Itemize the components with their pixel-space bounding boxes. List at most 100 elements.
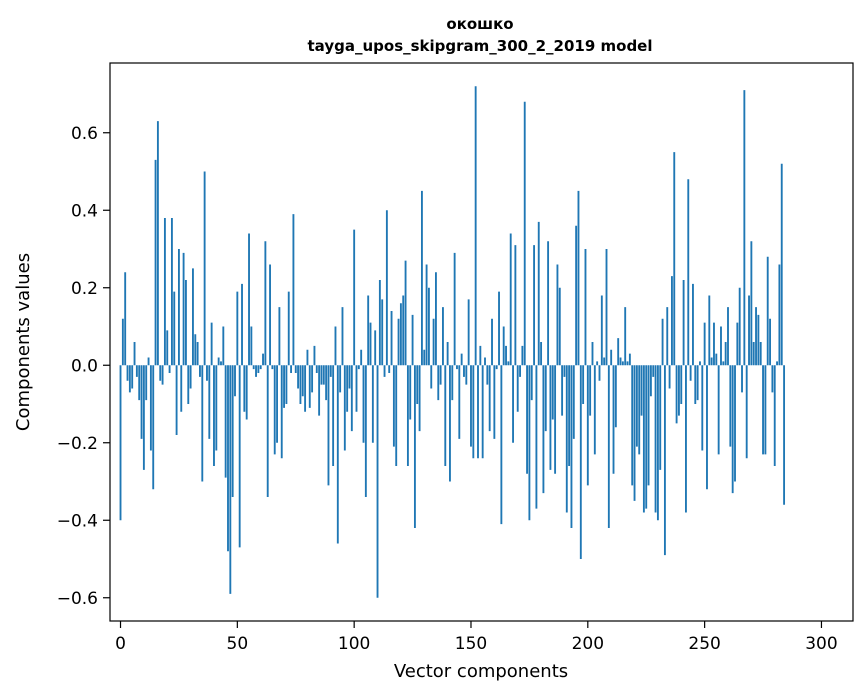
bar-63 xyxy=(266,365,269,497)
bar-78 xyxy=(301,365,304,397)
bar-128 xyxy=(418,365,421,432)
bar-152 xyxy=(474,86,477,366)
bar-157 xyxy=(486,365,489,385)
bar-247 xyxy=(696,365,699,401)
bar-251 xyxy=(706,365,708,490)
bar-34 xyxy=(199,365,201,377)
bar-209 xyxy=(607,365,610,528)
bar-109 xyxy=(374,330,377,366)
bar-201 xyxy=(589,365,592,416)
bar-172 xyxy=(521,345,524,366)
bar-107 xyxy=(369,322,372,366)
bar-259 xyxy=(724,342,727,366)
y-tick-label: 0.4 xyxy=(71,201,98,221)
bar-178 xyxy=(535,365,538,509)
bar-113 xyxy=(383,365,386,377)
bar-54 xyxy=(245,365,248,420)
bar-93 xyxy=(336,365,339,544)
bar-85 xyxy=(318,365,321,416)
bar-56 xyxy=(250,326,253,366)
bar-114 xyxy=(385,210,388,366)
bar-108 xyxy=(371,365,374,443)
bar-192 xyxy=(568,365,571,466)
bar-197 xyxy=(579,365,582,559)
bar-8 xyxy=(138,365,141,401)
bar-90 xyxy=(329,365,332,377)
bar-37 xyxy=(206,365,208,381)
bar-104 xyxy=(362,365,365,443)
bar-177 xyxy=(533,245,536,366)
bar-102 xyxy=(357,365,360,370)
bar-224 xyxy=(642,365,645,513)
bar-239 xyxy=(678,365,680,416)
bar-273 xyxy=(757,314,760,366)
bar-72 xyxy=(287,291,290,366)
y-axis: −0.6 −0.4 −0.2 0.0 0.2 0.4 0.6 xyxy=(57,124,110,609)
x-tick-label: 100 xyxy=(338,634,370,654)
bar-127 xyxy=(416,365,419,404)
bar-174 xyxy=(526,365,528,474)
bar-47 xyxy=(229,365,232,594)
bar-270 xyxy=(750,241,753,366)
y-tick-label: 0.2 xyxy=(71,279,98,299)
bar-195 xyxy=(575,225,578,366)
bar-161 xyxy=(495,365,498,370)
bar-36 xyxy=(203,171,206,366)
bar-149 xyxy=(467,299,470,366)
bar-125 xyxy=(411,314,414,366)
bar-279 xyxy=(771,365,774,393)
bar-200 xyxy=(586,365,589,486)
bar-115 xyxy=(388,365,391,373)
bar-74 xyxy=(292,214,295,366)
bar-158 xyxy=(488,365,491,432)
bar-211 xyxy=(612,365,615,474)
bar-94 xyxy=(339,365,342,393)
bar-145 xyxy=(458,365,461,439)
bar-283 xyxy=(780,163,783,366)
x-tick-label: 300 xyxy=(805,634,837,654)
bar-221 xyxy=(635,365,638,447)
bar-267 xyxy=(743,90,746,366)
bar-62 xyxy=(264,241,267,366)
bar-70 xyxy=(283,365,285,408)
bar-212 xyxy=(614,365,617,428)
bar-258 xyxy=(722,361,725,366)
bar-186 xyxy=(554,365,557,474)
bar-277 xyxy=(766,256,769,366)
bar-162 xyxy=(498,291,500,366)
y-axis-label: Components values xyxy=(13,253,34,431)
bar-256 xyxy=(717,365,720,455)
bar-147 xyxy=(463,365,465,377)
bar-7 xyxy=(135,365,138,377)
bar-206 xyxy=(600,295,603,366)
bar-146 xyxy=(460,353,463,366)
bar-182 xyxy=(544,365,547,432)
bar-29 xyxy=(187,365,190,404)
bar-49 xyxy=(234,365,236,397)
bar-210 xyxy=(610,349,613,366)
bar-160 xyxy=(493,365,496,439)
bar-46 xyxy=(227,365,229,552)
bar-163 xyxy=(500,365,503,525)
bar-58 xyxy=(255,365,257,377)
bar-23 xyxy=(173,291,176,366)
bar-250 xyxy=(703,322,706,366)
bar-59 xyxy=(257,365,260,373)
bar-21 xyxy=(168,365,171,373)
bar-133 xyxy=(430,365,433,389)
bar-264 xyxy=(736,322,739,366)
bar-275 xyxy=(762,365,764,455)
bar-190 xyxy=(563,365,566,377)
bar-2 xyxy=(124,272,127,366)
bar-50 xyxy=(236,291,239,366)
bar-0 xyxy=(119,365,122,521)
bar-268 xyxy=(745,365,748,459)
bar-231 xyxy=(659,365,662,470)
bar-19 xyxy=(163,218,166,366)
bar-263 xyxy=(734,365,736,482)
bar-223 xyxy=(640,365,643,416)
bar-15 xyxy=(154,159,157,366)
bar-276 xyxy=(764,365,767,455)
bar-97 xyxy=(346,365,349,412)
